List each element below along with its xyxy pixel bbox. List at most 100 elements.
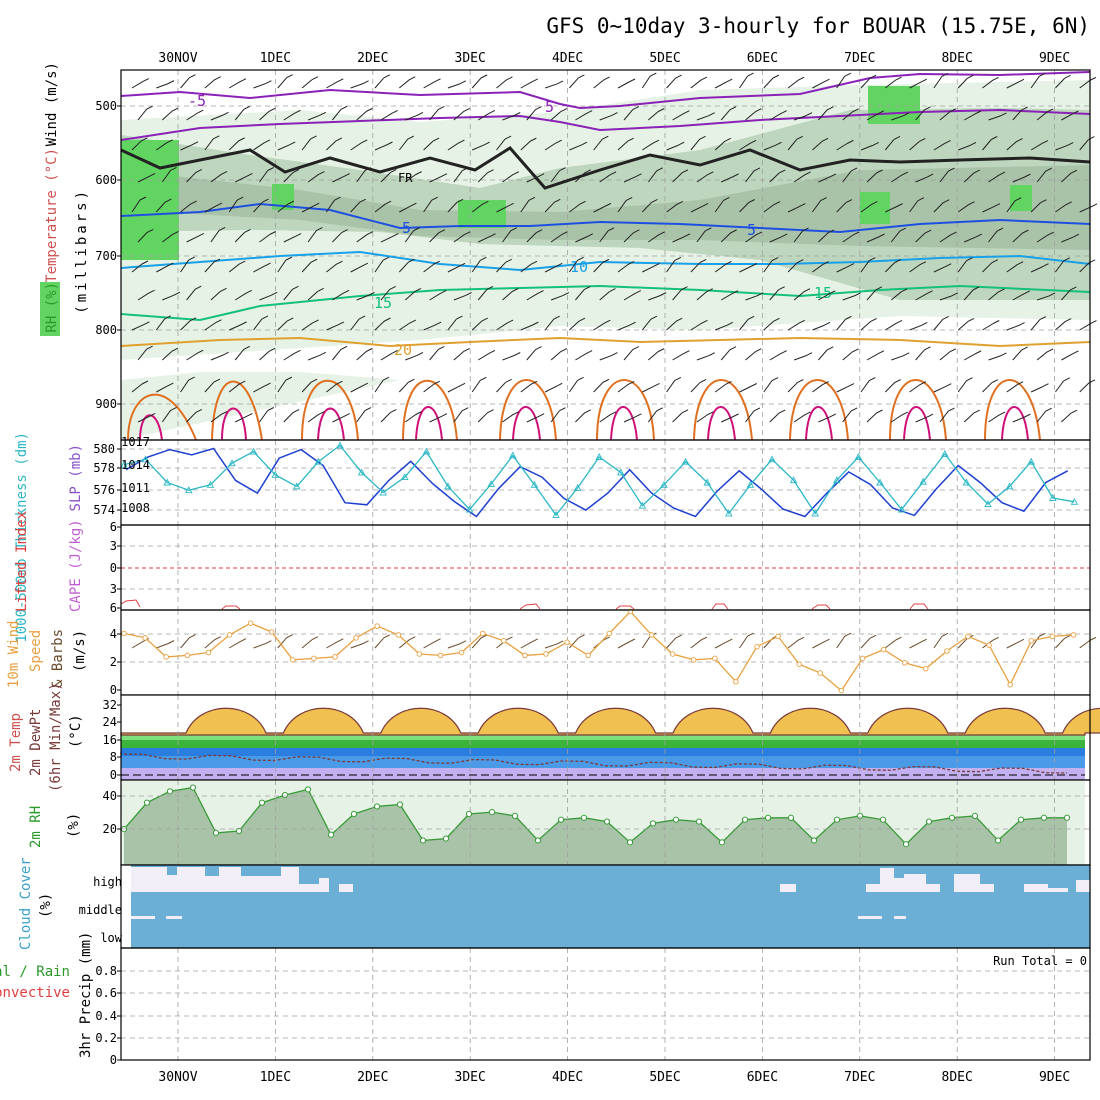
wind-barb [301,202,320,213]
contour-label: 10 [570,258,588,276]
wind-barb [496,76,513,89]
wind-barb [866,110,885,121]
rh-point [396,801,404,808]
wind-barb [380,285,396,301]
wind-barb [812,321,831,331]
wind10-markers [121,608,1077,694]
cloud-level-high: high [93,875,122,889]
wind-barb [356,107,373,121]
wind-barb [714,381,732,393]
temp2m-ylabel: 2m Temp [8,713,24,772]
wind-barb [1061,409,1078,423]
rh-point [304,786,312,793]
wind-barb [836,632,852,649]
wind-point [458,649,465,656]
slp-point [962,478,971,486]
wind-barb [933,263,952,273]
slp-markers [120,441,1079,518]
wind-point [564,639,570,645]
wind-barb [720,290,739,301]
wind-barb [647,167,663,183]
rh-point [1017,816,1025,823]
wind-barb [964,233,982,243]
wind-barb [477,233,496,243]
tick-label: 16 [103,733,117,747]
rh2m-unit: (%) [66,813,82,838]
tick-label: 0.6 [95,986,117,1000]
wind-barb [860,141,879,151]
wind-barb [617,137,634,151]
wind-barb [818,290,836,301]
wind-barb [793,112,813,121]
wind-barb [963,110,982,121]
wind-barb [617,260,635,273]
wind-barb [399,202,417,213]
wind-barb [350,382,369,393]
contour-label: 5 [545,98,554,116]
slp-line [123,444,1075,517]
wind-barb [161,107,179,121]
date-label: 1DEC [260,51,291,66]
wind-barb [933,140,951,151]
slp-point [336,441,344,449]
wind-barb [332,229,348,243]
wind-barb [277,141,296,151]
cloud-level-middle: middle [79,903,122,917]
wind-point [479,630,486,637]
slp-point [163,478,171,486]
rh-point [925,818,933,825]
wind-barb [131,196,147,213]
wind-barb [180,141,199,151]
wind-barb [253,139,271,151]
slp-point [401,473,409,481]
wind-point [669,651,676,657]
wind-barb [988,288,1005,301]
wind-point [332,654,338,660]
wind-barb [672,409,689,423]
slp-point [984,500,992,508]
tick-label: 4 [110,627,117,641]
wind-barb [909,197,925,213]
wind-point [1049,633,1056,640]
rh-point [787,814,795,821]
wind-barb [593,202,612,213]
wind-barb [234,289,253,301]
contour-20 [120,336,1091,348]
precip-ylabel-unit: 3hr Precip (mm) [78,932,94,1058]
wind-barb [374,317,391,331]
wind-barb [301,76,319,89]
wind-barb [1079,203,1098,213]
upper-ylabel-wind: Wind (m/s) [44,62,60,146]
wind-barb [380,233,399,243]
wind-barb [666,634,682,649]
tick-label: 24 [103,715,117,729]
wind-barb [793,411,811,423]
rh-point [764,814,772,821]
wind-barb [763,257,779,273]
wind-barb [210,171,228,183]
wind-barb [544,640,564,649]
wind-barb [356,291,375,301]
rh2m-area [124,787,1067,865]
wind-barb [593,135,609,151]
contour-labels: -5 5 5 5 10 15 15 20 FR [188,92,832,359]
wind-barb [1055,201,1073,213]
contour-label: 20 [394,341,412,359]
wind-barb [283,409,300,423]
lifted-index-panel: 6 3 0 3 6 Lifted Index CAPE (J/kg) [14,511,1091,615]
rh-point [902,841,910,848]
wind-barb [405,111,424,121]
wind-barb [550,108,568,121]
wind-point [712,655,718,662]
tick-label: 2 [110,655,117,669]
wind-barb [477,110,496,121]
wind-barb [234,173,253,183]
slp-point [422,447,431,455]
wind-barb [356,347,373,361]
rh-point [580,814,588,821]
wind-point [880,646,887,653]
rh-point [810,837,818,844]
wind-barb [568,256,584,273]
wind-barb [350,262,369,273]
rh-point [557,816,565,823]
